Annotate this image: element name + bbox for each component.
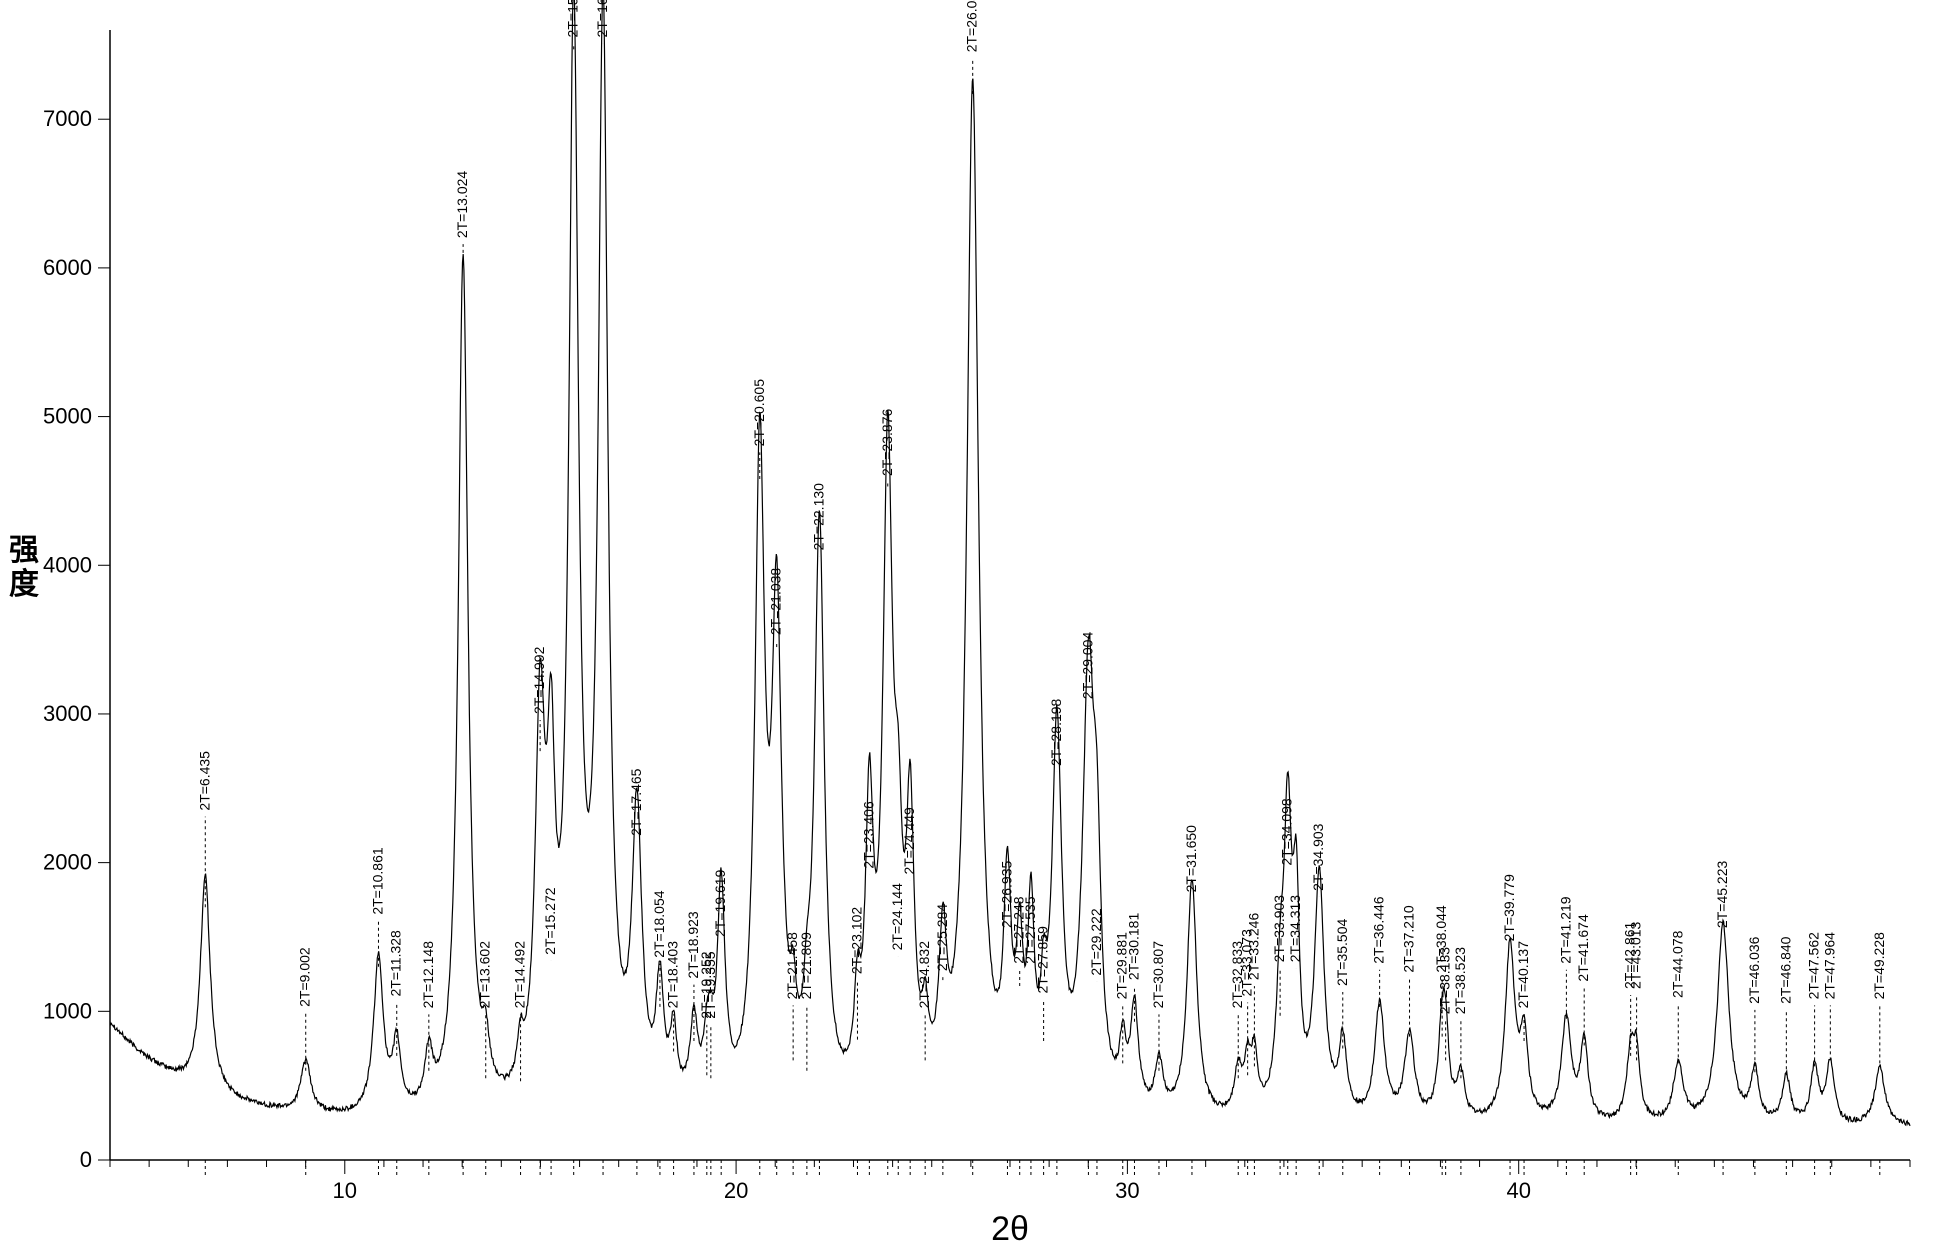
peak-label: 2T=41.674 (1575, 914, 1591, 982)
peak-label: 2T=38.523 (1452, 947, 1468, 1015)
peak-label: 2T=26.047 (964, 0, 980, 52)
peak-label: 2T=24.832 (916, 941, 932, 1009)
peak-label: 2T=49.228 (1871, 932, 1887, 1000)
peak-label: 2T=14.992 (531, 646, 547, 714)
peak-label: 2T=10.861 (369, 847, 385, 915)
svg-text:5000: 5000 (43, 404, 92, 429)
peak-label: 2T=6.435 (196, 751, 212, 811)
peak-label: 2T=17.465 (628, 768, 644, 836)
peak-label: 2T=22.130 (810, 483, 826, 551)
peak-label: 2T=23.406 (860, 801, 876, 869)
peak-label: 2T=15.272 (542, 887, 558, 955)
svg-text:0: 0 (80, 1147, 92, 1172)
peak-label: 2T=46.036 (1746, 936, 1762, 1004)
svg-text:20: 20 (724, 1178, 748, 1203)
x-axis-title: 2θ (991, 1210, 1029, 1248)
peak-label: 2T=43.013 (1628, 921, 1644, 989)
peak-label: 2T=40.137 (1515, 941, 1531, 1009)
peak-label: 2T=30.181 (1125, 913, 1141, 981)
peak-label: 2T=29.004 (1079, 632, 1095, 700)
peak-label: 2T=33.246 (1245, 913, 1261, 981)
peak-label: 2T=47.964 (1821, 932, 1837, 1000)
peak-label: 2T=27.859 (1035, 926, 1051, 994)
peak-label: 2T=38.133 (1437, 947, 1453, 1015)
peak-label: 2T=36.446 (1371, 896, 1387, 964)
peak-label: 2T=35.504 (1334, 918, 1350, 986)
peak-label: 2T=18.403 (665, 941, 681, 1009)
peak-label: 2T=34.098 (1279, 798, 1295, 866)
peak-label: 2T=12.148 (420, 941, 436, 1009)
xrd-chart: 2T=6.435 2T=9.002 2T=10.8612T=11.328 2T=12.… (0, 0, 1948, 1257)
svg-text:3000: 3000 (43, 701, 92, 726)
peak-label: 2T=11.328 (388, 930, 404, 997)
svg-text:1000: 1000 (43, 998, 92, 1023)
plot-svg: 2T=6.435 2T=9.002 2T=10.8612T=11.328 2T=12.… (0, 0, 1948, 1257)
peak-label: 2T=13.024 (454, 171, 470, 239)
peak-label: 2T=24.449 (901, 807, 917, 875)
svg-text:7000: 7000 (43, 106, 92, 131)
peak-label: 2T=44.078 (1669, 930, 1685, 998)
peak-label: 2T=23.876 (879, 409, 895, 477)
svg-text:6000: 6000 (43, 255, 92, 280)
svg-text:40: 40 (1506, 1178, 1530, 1203)
peak-label: 2T=41.219 (1557, 896, 1573, 964)
peak-label: 2T=23.102 (848, 907, 864, 975)
peak-label: 2T=19.619 (712, 869, 728, 937)
peak-label: 2T=9.002 (297, 947, 313, 1007)
peak-label: 2T=47.562 (1806, 932, 1822, 1000)
svg-text:4000: 4000 (43, 552, 92, 577)
peak-label: 2T=14.492 (512, 941, 528, 1009)
peak-label: 2T=21.038 (768, 568, 784, 636)
y-axis-title: 强 (9, 534, 39, 567)
peak-label: 2T=13.602 (477, 941, 493, 1009)
peak-label: 2T=31.650 (1183, 825, 1199, 893)
peak-label: 2T=39.779 (1501, 874, 1517, 942)
peak-label: 2T=30.807 (1150, 941, 1166, 1009)
peak-label: 2T=45.223 (1714, 861, 1730, 929)
peak-label: 2T=33.903 (1271, 895, 1287, 963)
svg-text:10: 10 (333, 1178, 357, 1203)
peak-label: 2T=34.903 (1310, 823, 1326, 891)
svg-text:2000: 2000 (43, 850, 92, 875)
peak-label: 2T=46.840 (1777, 936, 1793, 1004)
peak-label: 2T=19.355 (702, 951, 718, 1019)
peak-label: 2T=29.222 (1088, 908, 1104, 976)
peak-label: 2T=28.198 (1048, 698, 1064, 766)
peak-label: 2T=25.284 (934, 904, 950, 972)
y-axis-title: 度 (9, 568, 39, 601)
peak-label: 2T=16.600 (594, 0, 610, 37)
peak-label: 2T=15.850 (565, 0, 581, 37)
peak-label: 2T=24.144 (889, 883, 905, 951)
svg-text:30: 30 (1115, 1178, 1139, 1203)
peak-label: 2T=20.605 (751, 379, 767, 447)
peak-label: 2T=34.313 (1287, 895, 1303, 963)
peak-label: 2T=21.809 (798, 932, 814, 1000)
peak-label: 2T=37.210 (1401, 905, 1417, 973)
